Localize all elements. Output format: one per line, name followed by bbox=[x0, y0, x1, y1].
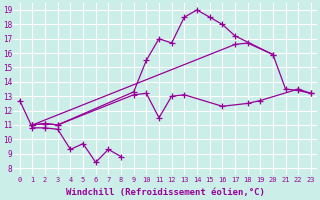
X-axis label: Windchill (Refroidissement éolien,°C): Windchill (Refroidissement éolien,°C) bbox=[66, 188, 265, 197]
